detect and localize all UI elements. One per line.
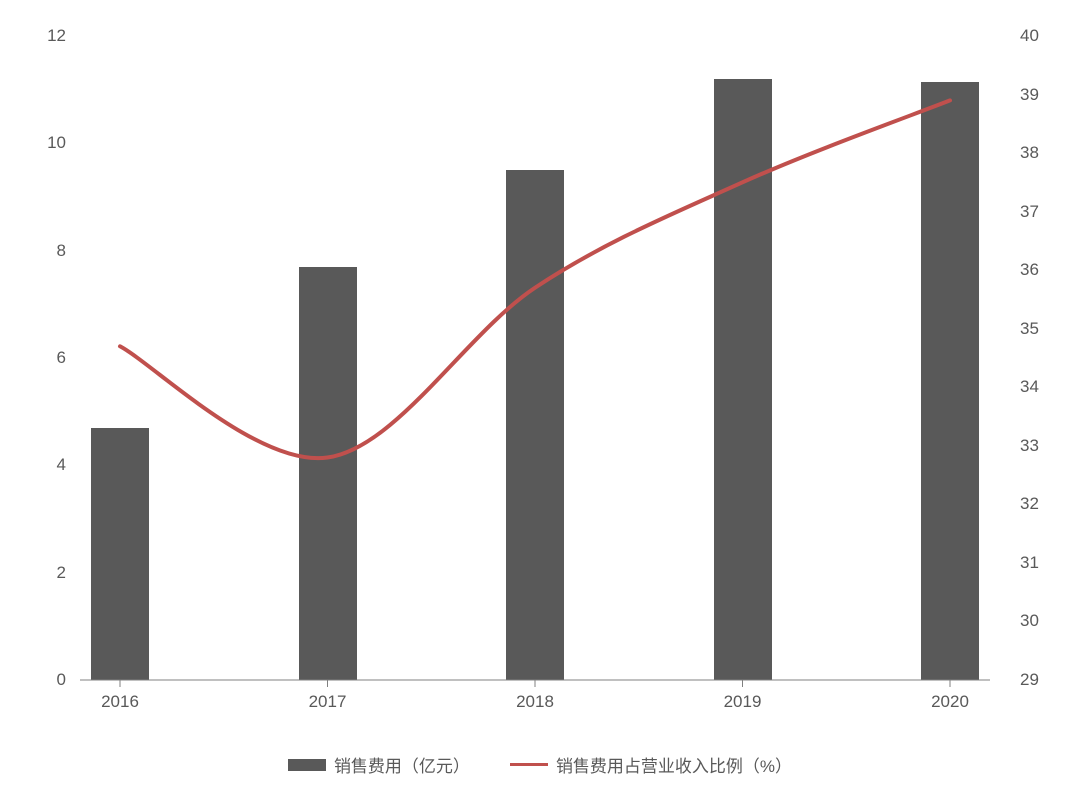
line-series: [120, 100, 950, 458]
y-right-tick-label: 36: [1020, 260, 1039, 280]
y-right-tick-label: 39: [1020, 85, 1039, 105]
y-left-tick-label: 2: [16, 563, 66, 583]
x-tick-label: 2019: [713, 692, 773, 712]
y-right-tick-label: 35: [1020, 319, 1039, 339]
legend-label: 销售费用（亿元）: [334, 752, 470, 777]
y-right-tick-label: 34: [1020, 377, 1039, 397]
legend-label: 销售费用占营业收入比例（%）: [556, 752, 792, 777]
y-right-tick-label: 31: [1020, 553, 1039, 573]
y-right-tick-label: 38: [1020, 143, 1039, 163]
y-right-tick-label: 37: [1020, 202, 1039, 222]
chart-svg-overlay: [0, 0, 1080, 802]
y-left-tick-label: 6: [16, 348, 66, 368]
y-right-tick-label: 29: [1020, 670, 1039, 690]
y-left-tick-label: 0: [16, 670, 66, 690]
legend-item: 销售费用（亿元）: [288, 752, 470, 777]
legend-item: 销售费用占营业收入比例（%）: [510, 752, 792, 777]
x-tick-label: 2018: [505, 692, 565, 712]
y-right-tick-label: 32: [1020, 494, 1039, 514]
chart-container: 销售费用（亿元） 销售费用占营业收入比例（%） 0 2 4 6 8 10 12 29 30 31 32…: [0, 0, 1080, 802]
x-tick-label: 2017: [298, 692, 358, 712]
x-tick-label: 2016: [90, 692, 150, 712]
y-left-tick-label: 4: [16, 455, 66, 475]
y-right-tick-label: 30: [1020, 611, 1039, 631]
legend-swatch-line: [510, 763, 548, 766]
y-left-tick-label: 8: [16, 241, 66, 261]
y-right-tick-label: 33: [1020, 436, 1039, 456]
y-left-tick-label: 10: [16, 133, 66, 153]
x-tick-label: 2020: [920, 692, 980, 712]
legend: 销售费用（亿元） 销售费用占营业收入比例（%）: [0, 752, 1080, 777]
legend-swatch-bar: [288, 759, 326, 771]
y-right-tick-label: 40: [1020, 26, 1039, 46]
y-left-tick-label: 12: [16, 26, 66, 46]
